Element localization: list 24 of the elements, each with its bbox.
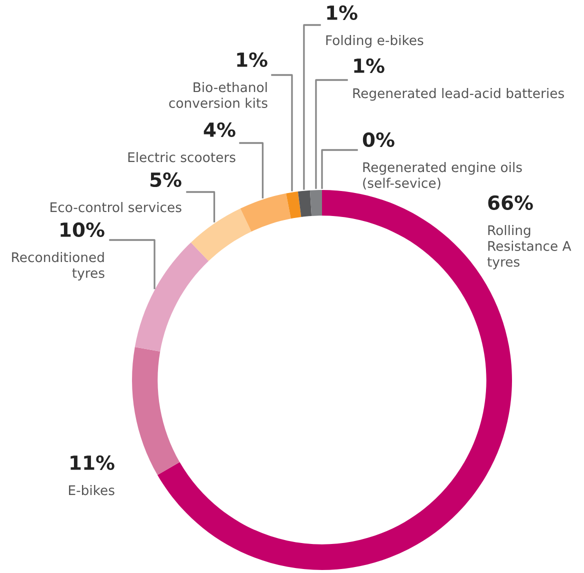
donut-slice xyxy=(190,208,252,262)
donut-slice xyxy=(132,347,180,475)
slice-label: Rolling Resistance A tyres xyxy=(487,225,572,270)
slice-label: Reconditioned tyres xyxy=(12,252,104,281)
data-label: 10% xyxy=(60,222,104,238)
data-label: 1% xyxy=(354,58,384,74)
data-label: 4% xyxy=(204,122,236,138)
data-label: 1% xyxy=(237,52,268,68)
slice-label: Electric scooters xyxy=(128,152,236,162)
data-label: 5% xyxy=(150,172,182,188)
donut-slice xyxy=(240,193,291,232)
donut-slice xyxy=(134,242,209,352)
slice-label: Eco-control services xyxy=(50,202,182,212)
slice-label: Regenerated lead-acid batteries xyxy=(353,88,564,101)
data-label: 1% xyxy=(327,5,358,20)
slice-label: E-bikes xyxy=(69,485,114,496)
data-label: 66% xyxy=(488,195,533,210)
donut-slice xyxy=(298,190,312,217)
slice-label: Bio-ethanol conversion kits xyxy=(169,82,268,108)
category-label: Regenerated engine oils (self-sevice) xyxy=(363,162,522,190)
text: 0% xyxy=(362,132,394,148)
donut-slice xyxy=(286,192,302,219)
data-label: 11% xyxy=(70,455,114,470)
slice-label: Folding e-bikes xyxy=(326,35,424,48)
